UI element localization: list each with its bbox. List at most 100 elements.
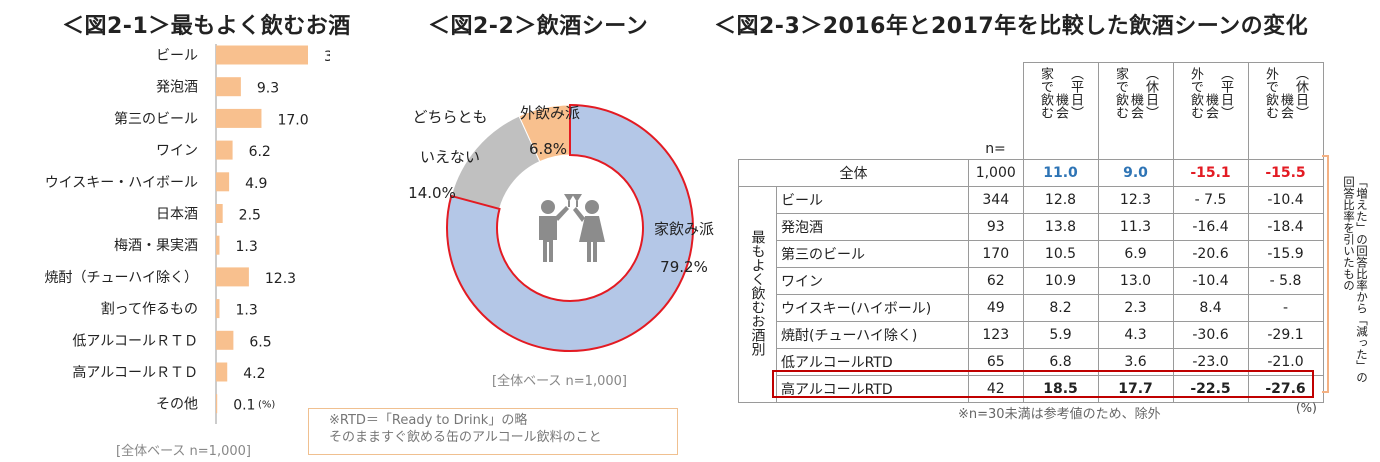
row-label: 焼酎(チューハイ除く): [776, 321, 969, 349]
total-label: 全体: [738, 159, 969, 187]
row-value: -20.6: [1172, 240, 1249, 268]
slice-value-home: 79.2%: [660, 258, 708, 276]
row-label: 高アルコールRTD: [776, 375, 969, 403]
value-label: 9.3: [257, 81, 279, 97]
unit-label: (%): [258, 400, 275, 411]
value-label: 17.0: [277, 112, 308, 128]
category-label: 第三のビール: [114, 110, 198, 127]
chart1-bar-chart: ビール 34.4 発泡酒 9.3 第三のビール 17.0 ワイン 6.2 ウイスキー・ハイボール…: [45, 44, 330, 424]
table-row: ウイスキー(ハイボール) 49 8.2 2.3 8.4-: [739, 294, 1324, 322]
bar: [216, 108, 262, 128]
slice-value-neutral: 14.0%: [408, 184, 456, 202]
row-value: 10.5: [1022, 240, 1099, 268]
row-value: 8.2: [1022, 294, 1099, 322]
slice-value-out: 6.8%: [529, 140, 567, 158]
bar: [216, 172, 230, 192]
col-out-weekday: 外で飲む機会（平日）: [1172, 62, 1249, 160]
value-label: 6.2: [249, 144, 271, 160]
table-row: 発泡酒 93 13.8 11.3 -16.4 -18.4: [739, 213, 1324, 241]
total-value: -15.5: [1247, 159, 1324, 187]
row-n: 344: [968, 186, 1024, 214]
category-label: ビール: [156, 48, 198, 64]
row-value: -: [1247, 294, 1324, 322]
row-value: 2.3: [1097, 294, 1174, 322]
bar: [216, 362, 228, 382]
row-value: -18.4: [1247, 213, 1324, 241]
row-n: 170: [968, 240, 1024, 268]
row-label: 第三のビール: [776, 240, 969, 268]
total-n: 1,000: [968, 159, 1024, 187]
row-value: -15.9: [1247, 240, 1324, 268]
row-n: 62: [968, 267, 1024, 295]
chart2-base-note: [全体ベース n=1,000]: [492, 374, 627, 389]
category-label: 発泡酒: [156, 80, 198, 96]
row-value: 8.4: [1172, 294, 1249, 322]
col-out-holiday: 外で飲む機会（休日）: [1247, 62, 1324, 160]
value-label: 4.9: [245, 176, 267, 192]
bar: [216, 330, 234, 350]
value-label: 2.5: [239, 208, 261, 224]
category-label: 日本酒: [156, 207, 198, 223]
table-footnote: ※n=30未満は参考値のため、除外: [958, 407, 1161, 422]
row-value: -16.4: [1172, 213, 1249, 241]
category-label: ウイスキー・ハイボール: [45, 175, 198, 191]
category-label: 低アルコールＲＴＤ: [72, 333, 198, 349]
chart2-title: ＜図2-2＞飲酒シーン: [428, 14, 649, 39]
row-label: ワイン: [776, 267, 969, 295]
row-value: 13.0: [1097, 267, 1174, 295]
chart2-donut-chart: 家飲み派 79.2% どちらとも いえない 14.0% 外飲み派 6.8%: [408, 103, 714, 352]
table-header-row: n= 家で飲む機会（平日） 家で飲む機会（休日） 外で飲む機会（平日） 外で飲む…: [739, 62, 1324, 160]
side-note: 「増えた」の回答比率から「減った」の回答比率を引いたもの: [1342, 176, 1369, 383]
bar: [216, 77, 241, 97]
row-value: -22.5: [1172, 375, 1249, 403]
bar: [216, 394, 218, 414]
slice-label-out: 外飲み派: [520, 104, 580, 122]
table-total-row: 全体 1,000 11.0 9.0 -15.1 -15.5: [738, 159, 1324, 187]
table-row: 高アルコールRTD 42 18.5 17.7 -22.5 -27.6: [739, 375, 1324, 403]
group-label: 最もよく飲むお酒別: [738, 186, 777, 403]
table-row: 最もよく飲むお酒別 ビール 344 12.8 12.3- 7.5 -10.4: [738, 186, 1324, 403]
bar: [216, 204, 223, 223]
row-value: -29.1: [1247, 321, 1324, 349]
table-row: ワイン 62 10.9 13.0 -10.4- 5.8: [739, 267, 1324, 295]
bar: [216, 235, 220, 255]
col-home-holiday: 家で飲む機会（休日）: [1097, 62, 1174, 160]
bracket-shape: [1322, 155, 1329, 393]
n-header: n=: [968, 62, 1024, 160]
chart3-title: ＜図2-3＞2016年と2017年を比較した飲酒シーンの変化: [714, 14, 1309, 39]
total-value: 11.0: [1022, 159, 1099, 187]
value-label: 1.3: [235, 239, 257, 255]
row-label: ビール: [776, 186, 969, 214]
value-label: 0.1: [233, 398, 255, 414]
rtd-note-line1: ※RTD＝「Ready to Drink」の略: [329, 413, 528, 428]
row-n: 49: [968, 294, 1024, 322]
row-n: 93: [968, 213, 1024, 241]
value-label: 12.3: [265, 271, 296, 287]
people-toasting-icon: [539, 194, 605, 262]
col-home-weekday: 家で飲む機会（平日）: [1022, 62, 1099, 160]
row-value: 12.3: [1097, 186, 1174, 214]
category-label: ワイン: [156, 143, 198, 159]
donut-slice-home: [446, 103, 694, 352]
row-label: ウイスキー(ハイボール): [776, 294, 969, 322]
row-value: 12.8: [1022, 186, 1099, 214]
table-unit: (%): [1296, 401, 1317, 415]
value-label: 1.3: [235, 303, 257, 319]
slice-label-neutral-line2: いえない: [420, 148, 480, 166]
row-value: 11.3: [1097, 213, 1174, 241]
row-value: 5.9: [1022, 321, 1099, 349]
table-row: 第三のビール 170 10.5 6.9 -20.6 -15.9: [739, 240, 1324, 268]
category-label: 焼酎（チューハイ除く）: [45, 270, 198, 286]
slice-label-home: 家飲み派: [654, 220, 714, 238]
row-value: - 5.8: [1247, 267, 1324, 295]
category-label: 梅酒・果実酒: [114, 238, 198, 254]
row-value: -10.4: [1247, 186, 1324, 214]
table-row: 焼酎(チューハイ除く) 123 5.9 4.3 -30.6 -29.1: [739, 321, 1324, 349]
row-value: 6.9: [1097, 240, 1174, 268]
table-container: n= 家で飲む機会（平日） 家で飲む機会（休日） 外で飲む機会（平日） 外で飲む…: [738, 62, 1324, 403]
bar: [216, 45, 308, 65]
slice-label-neutral-line1: どちらとも: [412, 108, 487, 126]
row-n: 42: [968, 375, 1024, 403]
category-label: 割って作るもの: [101, 301, 198, 318]
rtd-note-line2: そのまますぐ飲める缶のアルコール飲料のこと: [329, 430, 602, 445]
